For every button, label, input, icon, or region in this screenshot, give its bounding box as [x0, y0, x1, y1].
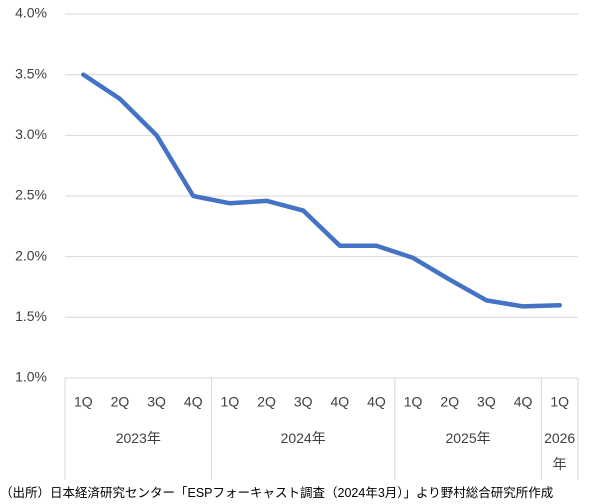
data-line — [81, 72, 562, 309]
x-tick-label: 2Q — [111, 394, 130, 410]
y-tick-label: 3.0% — [15, 126, 47, 142]
x-tick-label: 2Q — [257, 394, 276, 410]
y-tick-label: 1.0% — [15, 369, 47, 385]
group-label: 2023年 — [115, 430, 161, 446]
y-tick-label: 2.5% — [15, 187, 47, 203]
x-tick-label: 4Q — [367, 394, 386, 410]
x-tick-label: 1Q — [404, 394, 423, 410]
x-tick-label: 2Q — [440, 394, 459, 410]
y-tick-label: 2.0% — [15, 247, 47, 263]
group-label: 2024年 — [280, 430, 326, 446]
x-tick-label: 1Q — [221, 394, 240, 410]
group-label: 2026年 — [544, 430, 576, 472]
x-tick-label: 3Q — [147, 394, 166, 410]
source-note: （出所）日本経済研究センター「ESPフォーキャスト調査（2024年3月）」より野… — [0, 486, 554, 500]
x-tick-label: 4Q — [184, 394, 203, 410]
y-tick-label: 4.0% — [15, 5, 47, 21]
x-tick-label: 3Q — [477, 394, 496, 410]
x-tick-label: 3Q — [294, 394, 313, 410]
group-label: 2025年 — [445, 430, 491, 446]
y-tick-label: 3.5% — [15, 65, 47, 81]
x-tick-label: 4Q — [330, 394, 349, 410]
x-tick-label: 1Q — [550, 394, 569, 410]
x-tick-label: 4Q — [514, 394, 533, 410]
x-tick-label: 1Q — [74, 394, 93, 410]
y-tick-label: 1.5% — [15, 308, 47, 324]
